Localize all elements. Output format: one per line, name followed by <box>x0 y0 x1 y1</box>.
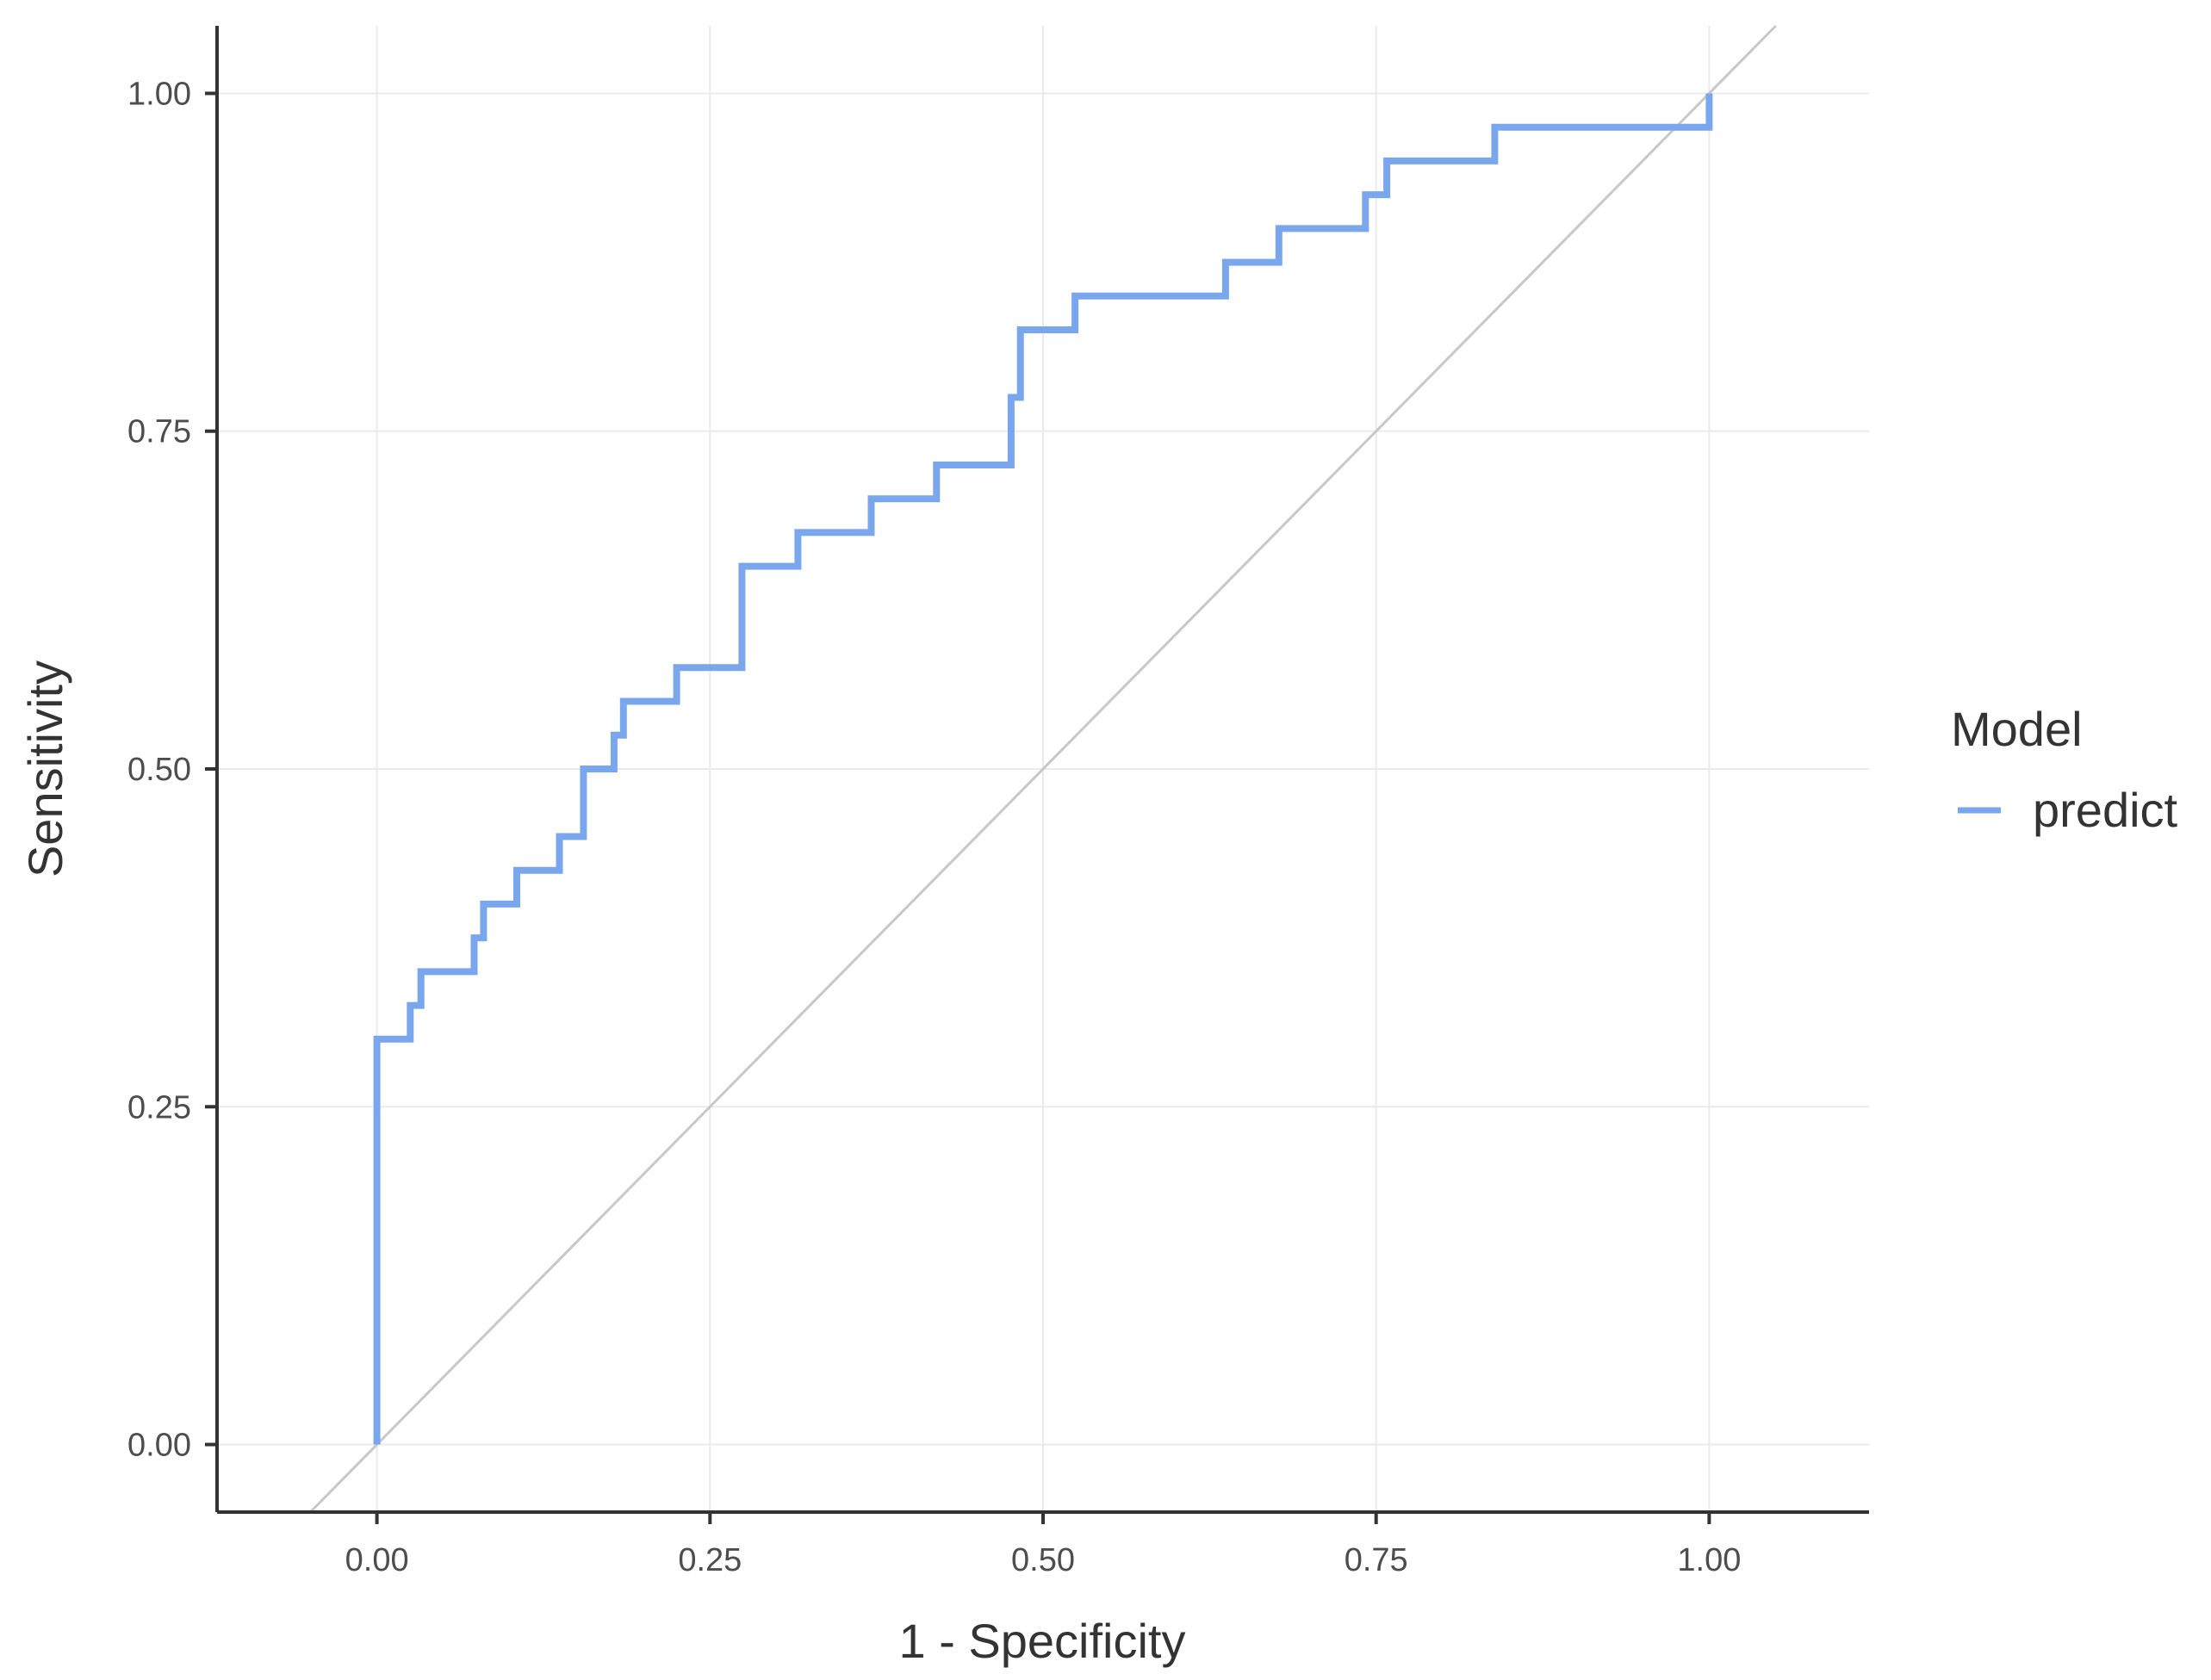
y-tick-label: 0.25 <box>127 1089 191 1125</box>
x-tick-label: 0.75 <box>1345 1542 1408 1578</box>
series-line-predict <box>373 93 1713 1445</box>
legend: Model predict <box>1951 702 2178 837</box>
x-axis-ticks: 0.00 0.25 0.50 0.75 1.00 <box>345 1512 1741 1578</box>
y-tick-label: 1.00 <box>127 76 191 112</box>
reference-line <box>309 24 1777 1514</box>
x-tick-label: 0.50 <box>1011 1542 1075 1578</box>
y-tick-label: 0.50 <box>127 752 191 788</box>
grid-lines <box>217 26 1869 1512</box>
legend-label-predict: predict <box>2033 783 2178 837</box>
legend-title: Model <box>1951 702 2083 756</box>
x-tick-label: 0.00 <box>345 1542 409 1578</box>
reference-diagonal <box>309 24 1777 1514</box>
series-group <box>373 93 1713 1445</box>
x-tick-label: 0.25 <box>678 1542 742 1578</box>
y-axis-title: Sensitivity <box>18 660 72 877</box>
y-axis-ticks: 0.00 0.25 0.50 0.75 1.00 <box>127 76 217 1464</box>
x-axis-title: 1 - Specificity <box>899 1614 1186 1668</box>
x-tick-label: 1.00 <box>1677 1542 1741 1578</box>
y-tick-label: 0.75 <box>127 414 191 450</box>
y-tick-label: 0.00 <box>127 1428 191 1464</box>
